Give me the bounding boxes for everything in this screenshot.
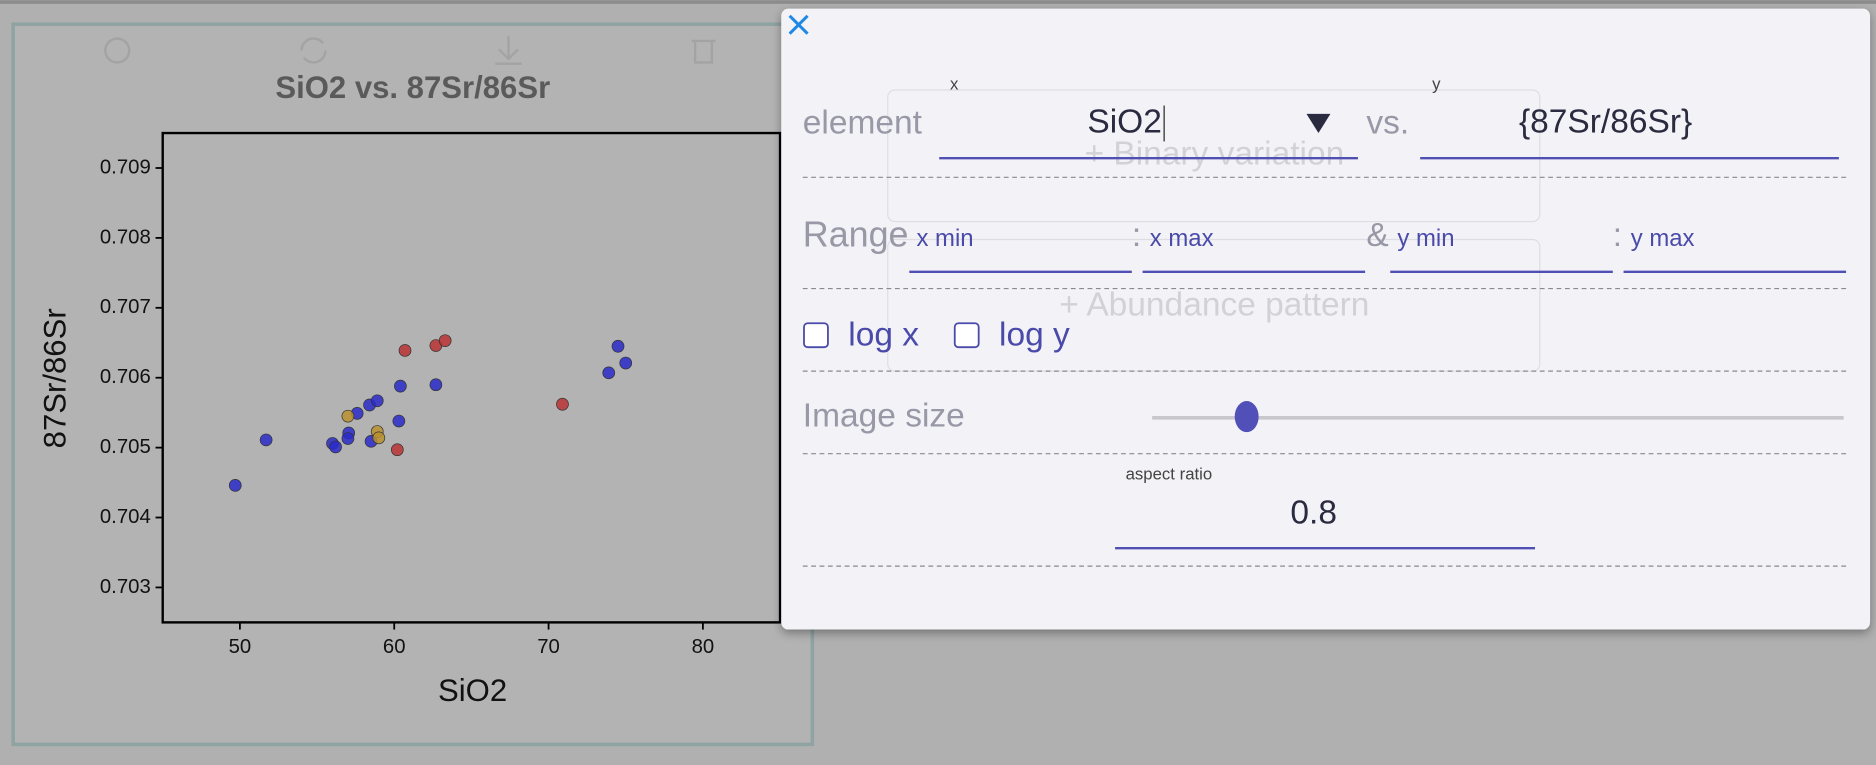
point <box>611 339 625 353</box>
label: element <box>803 105 923 142</box>
caption: aspect ratio <box>1126 465 1213 484</box>
point <box>394 379 407 393</box>
log-x-checkbox[interactable] <box>803 322 829 349</box>
point <box>259 433 273 447</box>
y-tick-label: 0.708 <box>100 226 151 248</box>
panel-frame <box>11 22 815 747</box>
download-icon[interactable] <box>495 36 522 65</box>
aspect-input[interactable]: 0.8 <box>1290 495 1337 532</box>
point <box>329 440 342 454</box>
point <box>228 479 242 492</box>
button-label: + Abundance pattern <box>1059 286 1369 323</box>
caption: x <box>950 75 959 94</box>
label: Image size <box>803 398 965 435</box>
settings-icon[interactable] <box>104 37 131 64</box>
point <box>556 397 569 411</box>
top-strip <box>0 0 1876 4</box>
point <box>619 356 633 370</box>
button-frame <box>887 89 1541 223</box>
point <box>372 431 386 445</box>
dropdown-arrow[interactable] <box>1306 113 1331 134</box>
point <box>398 344 412 357</box>
button-label: + Binary variation <box>1084 136 1344 173</box>
separator-text: : <box>1613 217 1622 254</box>
close-button[interactable] <box>788 14 809 35</box>
caption: y <box>1432 75 1441 94</box>
y-tick-label: 0.705 <box>100 436 151 458</box>
checkbox-label[interactable]: log x <box>848 316 919 353</box>
x-tick-label: 70 <box>537 636 560 658</box>
y-tick-label: 0.709 <box>100 156 151 178</box>
y-input[interactable]: {87Sr/86Sr} <box>1519 103 1692 140</box>
separator-text: : <box>1132 217 1141 254</box>
point <box>438 334 452 348</box>
background-buttons: + Binary variation + Abundance pattern <box>887 89 1541 372</box>
y-min-input[interactable]: y min <box>1397 225 1454 252</box>
checkbox-label[interactable]: log y <box>999 316 1070 353</box>
point <box>392 414 406 428</box>
label: Range <box>803 215 909 255</box>
x-select[interactable]: SiO2 <box>1087 103 1161 140</box>
point <box>370 394 384 408</box>
x-tick-label: 50 <box>229 636 252 658</box>
chart-title: SiO2 vs. 87Sr/86Sr <box>275 70 550 105</box>
chart-panel: SiO2 vs. 87Sr/86Sr SiO2 87Sr/86Sr 0.703 0… <box>11 22 815 747</box>
dialog: + Binary variation + Abundance pattern e… <box>781 8 1871 630</box>
y-tick-label: 0.707 <box>100 296 151 318</box>
x-min-input[interactable]: x min <box>916 225 973 252</box>
label: vs. <box>1366 105 1409 142</box>
point <box>602 366 616 380</box>
x-max-input[interactable]: x max <box>1150 225 1214 252</box>
x-axis-label: SiO2 <box>438 673 507 708</box>
x-tick-label: 80 <box>692 636 715 658</box>
y-tick-label: 0.704 <box>100 506 151 528</box>
refresh-icon[interactable] <box>300 37 327 64</box>
point <box>429 378 443 392</box>
y-max-input[interactable]: y max <box>1631 225 1695 252</box>
point <box>341 409 355 423</box>
log-y-checkbox[interactable] <box>953 322 980 349</box>
x-tick-label: 60 <box>383 636 406 658</box>
point <box>390 443 404 457</box>
dialog-frame <box>781 8 1871 630</box>
slider-thumb[interactable] <box>1234 401 1259 433</box>
separator-text: & <box>1366 217 1388 254</box>
delete-icon[interactable] <box>691 39 716 64</box>
point <box>341 432 355 445</box>
y-axis-label: 87Sr/86Sr <box>38 308 73 448</box>
y-tick-label: 0.706 <box>100 366 151 388</box>
y-tick-label: 0.703 <box>100 576 151 598</box>
toolbar <box>104 36 716 65</box>
